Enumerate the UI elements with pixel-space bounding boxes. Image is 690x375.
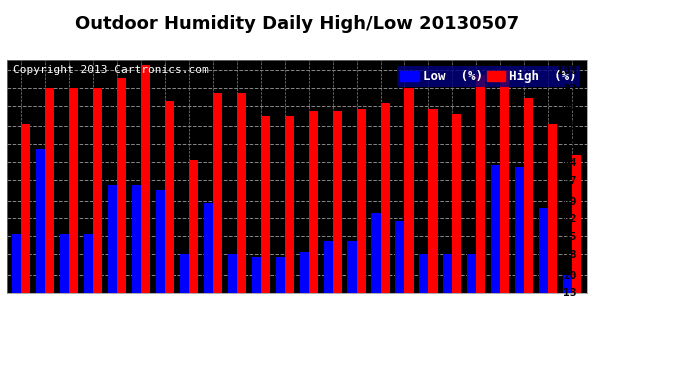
Bar	[524, 98, 533, 292]
Bar	[395, 221, 404, 292]
Bar	[324, 242, 333, 292]
Bar	[491, 165, 500, 292]
Bar	[467, 254, 476, 292]
Bar	[333, 111, 342, 292]
Bar	[60, 234, 69, 292]
Bar	[237, 93, 246, 292]
Bar	[165, 101, 174, 292]
Bar	[69, 88, 78, 292]
Bar	[548, 124, 558, 292]
Bar	[46, 88, 55, 292]
Bar	[285, 116, 294, 292]
Legend: Low  (%), High  (%): Low (%), High (%)	[397, 66, 580, 87]
Bar	[539, 208, 548, 292]
Bar	[371, 213, 380, 292]
Bar	[84, 234, 93, 292]
Bar	[299, 252, 308, 292]
Bar	[420, 254, 428, 292]
Bar	[476, 75, 486, 292]
Bar	[261, 116, 270, 292]
Bar	[563, 274, 572, 292]
Bar	[500, 70, 509, 292]
Bar	[36, 149, 46, 292]
Bar	[380, 104, 390, 292]
Bar	[93, 88, 102, 292]
Bar	[308, 111, 318, 292]
Bar	[428, 108, 437, 292]
Bar	[213, 93, 222, 292]
Bar	[404, 88, 413, 292]
Bar	[156, 190, 165, 292]
Bar	[228, 254, 237, 292]
Bar	[117, 78, 126, 292]
Text: Outdoor Humidity Daily High/Low 20130507: Outdoor Humidity Daily High/Low 20130507	[75, 15, 519, 33]
Bar	[515, 167, 524, 292]
Bar	[180, 254, 189, 292]
Bar	[21, 124, 30, 292]
Bar	[189, 160, 198, 292]
Bar	[572, 154, 581, 292]
Bar	[132, 185, 141, 292]
Bar	[357, 108, 366, 292]
Bar	[443, 254, 453, 292]
Bar	[141, 65, 150, 292]
Text: Copyright 2013 Cartronics.com: Copyright 2013 Cartronics.com	[12, 64, 208, 75]
Bar	[12, 234, 21, 292]
Bar	[275, 257, 285, 292]
Bar	[453, 114, 462, 292]
Bar	[252, 257, 261, 292]
Bar	[348, 242, 357, 292]
Bar	[204, 203, 213, 292]
Bar	[108, 185, 117, 292]
